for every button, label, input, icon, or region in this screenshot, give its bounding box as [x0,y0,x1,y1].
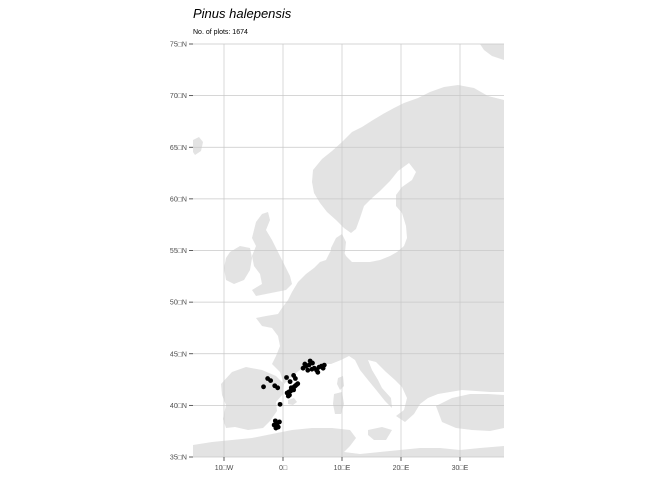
map-title: Pinus halepensis [193,6,292,21]
plot-point [277,419,282,425]
plot-point [271,422,277,428]
longitude-tick-label: 0□ [279,465,288,472]
plot-point [272,383,278,389]
land-crete [410,450,430,456]
longitude-tick-label: 30□E [452,465,469,472]
land-sardinia [333,392,344,414]
plot-point [285,393,291,399]
land-corsica [337,376,344,390]
plot-points [261,358,327,431]
plot-count-subtitle: No. of plots: 1674 [193,29,248,36]
plot-point [320,365,326,371]
latitude-tick-label: 60□N [170,196,187,203]
land-arctic-fragment [480,44,504,60]
land-layer [193,44,504,457]
land-ireland [224,246,252,284]
land-anatolia [436,394,504,431]
plot-point [287,379,293,385]
longitude-tick-label: 10□E [334,465,351,472]
plot-point [277,401,283,407]
latitude-axis: 35□N 40□N 45□N 50□N 55□N 60□N 65□N 70□N 75□N [170,42,193,462]
plot-point [305,367,311,373]
latitude-tick-label: 65□N [170,145,187,152]
latitude-tick-label: 75□N [170,42,187,49]
latitude-tick-label: 40□N [170,403,187,410]
latitude-tick-label: 45□N [170,351,187,358]
plot-point [291,387,297,393]
plot-point [307,358,313,364]
graticule [193,43,504,458]
land-north-africa [193,428,504,457]
longitude-tick-label: 10□W [215,465,234,472]
longitude-axis: 10□W 0□ 10□E 20□E 30□E [215,457,469,472]
latitude-tick-label: 55□N [170,248,187,255]
plot-point [284,375,289,380]
plot-point [265,376,271,381]
land-mainland-europe [256,85,504,422]
plot-point [295,381,301,387]
plot-point [306,362,312,368]
latitude-tick-label: 50□N [170,300,187,307]
latitude-tick-label: 35□N [170,455,187,462]
latitude-tick-label: 70□N [170,93,187,100]
plot-point [302,361,308,367]
plot-point [261,384,266,390]
land-balearics [288,398,297,405]
plot-point [315,369,321,375]
land-iberia [221,367,284,430]
plot-point [291,373,297,378]
land-sicily [368,427,392,440]
land-great-britain [252,212,292,296]
land-iceland [193,137,203,155]
longitude-tick-label: 20□E [393,465,410,472]
